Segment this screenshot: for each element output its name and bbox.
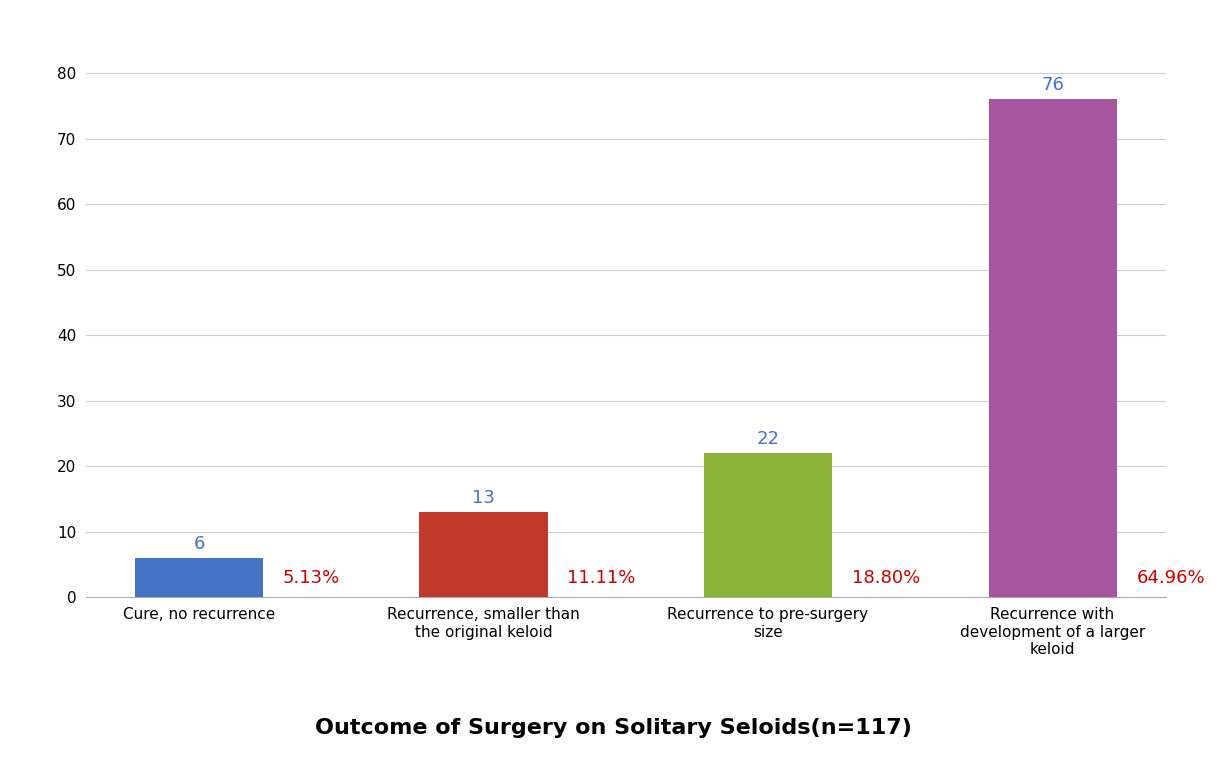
Text: 18.80%: 18.80% (852, 569, 920, 587)
Text: 11.11%: 11.11% (567, 569, 636, 587)
Text: 76: 76 (1042, 77, 1064, 94)
Bar (135, 558, 263, 597)
Text: Outcome of Surgery on Solitary Seloids(n=117): Outcome of Surgery on Solitary Seloids(n… (315, 718, 912, 738)
Bar (704, 453, 832, 597)
Text: 22: 22 (757, 430, 779, 448)
Text: 13: 13 (472, 489, 494, 507)
Text: 5.13%: 5.13% (283, 569, 340, 587)
Bar (420, 512, 547, 597)
Text: 64.96%: 64.96% (1136, 569, 1205, 587)
Bar (989, 100, 1117, 597)
Text: 6: 6 (194, 535, 205, 553)
